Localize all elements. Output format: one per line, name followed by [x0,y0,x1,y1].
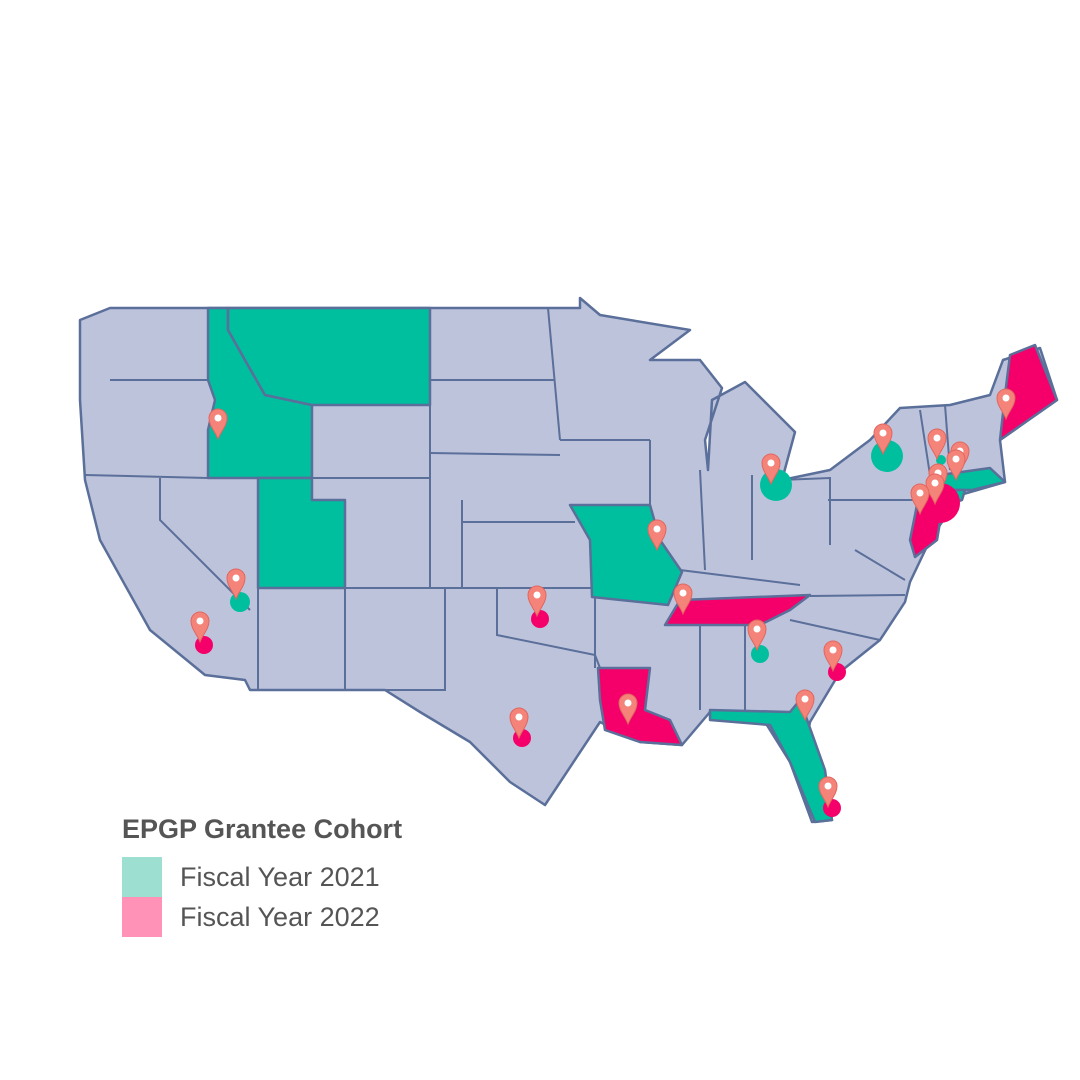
map-pin-dot [1002,394,1010,402]
map-pin-icon [647,519,667,552]
state-border [919,409,931,476]
map-pin-icon [190,611,210,644]
state-border [854,549,906,581]
map-pin-dot [232,574,240,582]
map-pin-icon [761,453,781,486]
legend-item-fy2021: Fiscal Year 2021 [122,857,402,897]
map-pin-icon [927,428,947,461]
legend-title: EPGP Grantee Cohort [122,814,403,844]
state-border [547,307,561,441]
grantee-bubble [871,440,903,472]
map-pin-icon [910,483,930,516]
map-pin-icon [208,408,228,441]
state-border [385,588,446,691]
map-pin-dot [196,617,204,625]
state-border [159,478,251,611]
map-pin-dot [214,414,222,422]
state-border [84,474,209,479]
map-pin-icon [527,585,547,618]
map-pin-icon [509,707,529,740]
map-pin-icon [996,388,1016,421]
map-pin-icon [873,423,893,456]
legend-item-fy2022: Fiscal Year 2022 [122,897,402,937]
state-utah [256,476,347,590]
map-pin-icon [618,693,638,726]
map-pin-icon [226,568,246,601]
map-pin-icon [795,689,815,722]
map-pin-dot [533,591,541,599]
map-pin-icon [673,583,693,616]
map-pin-dot [916,489,924,497]
state-border [496,588,601,669]
map-pin-dot [679,589,687,597]
grantee-bubble [531,610,549,628]
grantee-bubble [936,455,946,465]
map-pin-dot [653,525,661,533]
map-pin-dot [767,459,775,467]
grantee-bubble [195,636,213,654]
grantee-bubble [751,645,769,663]
legend-swatch [122,857,162,897]
map-pin-icon [946,449,966,482]
map-pin-icon [823,640,843,673]
legend: EPGP Grantee Cohort Fiscal Year 2021 Fis… [122,814,402,937]
state-maine [998,343,1059,442]
map-pin-dot [624,699,632,707]
state-border [699,469,706,571]
map-pin-dot [829,646,837,654]
state-montana [226,306,432,407]
legend-label: Fiscal Year 2022 [180,901,380,932]
state-border [809,594,906,597]
map-pin-dot [931,479,939,487]
state-border [429,452,561,456]
map-pin-dot [801,695,809,703]
map-pin-dot [952,455,960,463]
grantee-bubble [230,592,250,612]
map-pin-icon [747,619,767,652]
map-pin-icon [818,776,838,809]
state-louisiana [596,666,684,747]
state-border [779,476,831,545]
legend-label: Fiscal Year 2021 [180,861,380,892]
state-border [789,619,881,641]
state-border [679,569,801,586]
state-florida [708,698,834,824]
map-pin-dot [753,625,761,633]
legend-swatch [122,897,162,937]
map-pin-dot [879,429,887,437]
map-pin-dot [515,713,523,721]
map-pin-dot [933,434,941,442]
map-pin-dot [824,782,832,790]
